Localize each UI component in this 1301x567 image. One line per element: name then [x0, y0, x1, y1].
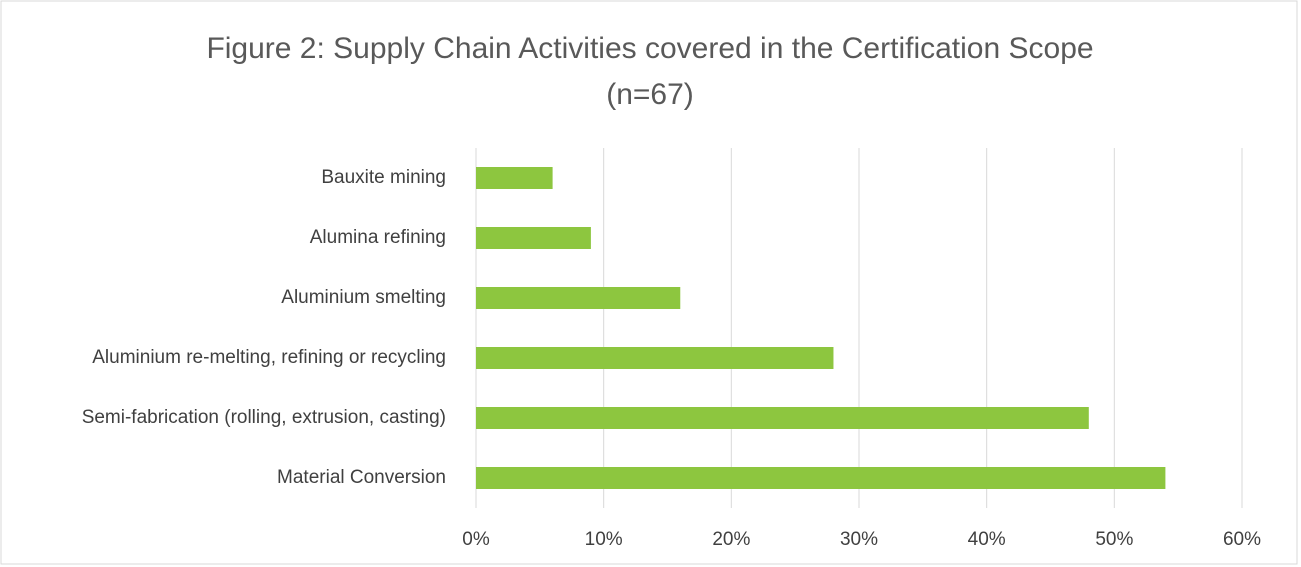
y-tick-label: Aluminium smelting — [281, 287, 446, 308]
bar — [476, 407, 1089, 429]
bar — [476, 347, 834, 369]
y-tick-label: Bauxite mining — [321, 167, 446, 188]
bar — [476, 227, 591, 249]
bar — [476, 467, 1166, 489]
y-tick-label: Semi-fabrication (rolling, extrusion, ca… — [82, 407, 446, 428]
chart-title: (n=67) — [606, 78, 694, 111]
x-tick-label: 0% — [462, 529, 490, 550]
x-tick-label: 20% — [712, 529, 750, 550]
y-tick-label: Aluminium re-melting, refining or recycl… — [92, 347, 446, 368]
bar — [476, 287, 681, 309]
y-tick-label: Material Conversion — [277, 467, 446, 488]
chart-title: Figure 2: Supply Chain Activities covere… — [206, 32, 1093, 65]
x-tick-label: 40% — [968, 529, 1006, 550]
y-tick-label: Alumina refining — [310, 227, 446, 248]
x-tick-label: 30% — [840, 529, 878, 550]
bar — [476, 167, 553, 189]
x-tick-label: 60% — [1223, 529, 1261, 550]
x-tick-label: 50% — [1095, 529, 1133, 550]
x-tick-label: 10% — [585, 529, 623, 550]
